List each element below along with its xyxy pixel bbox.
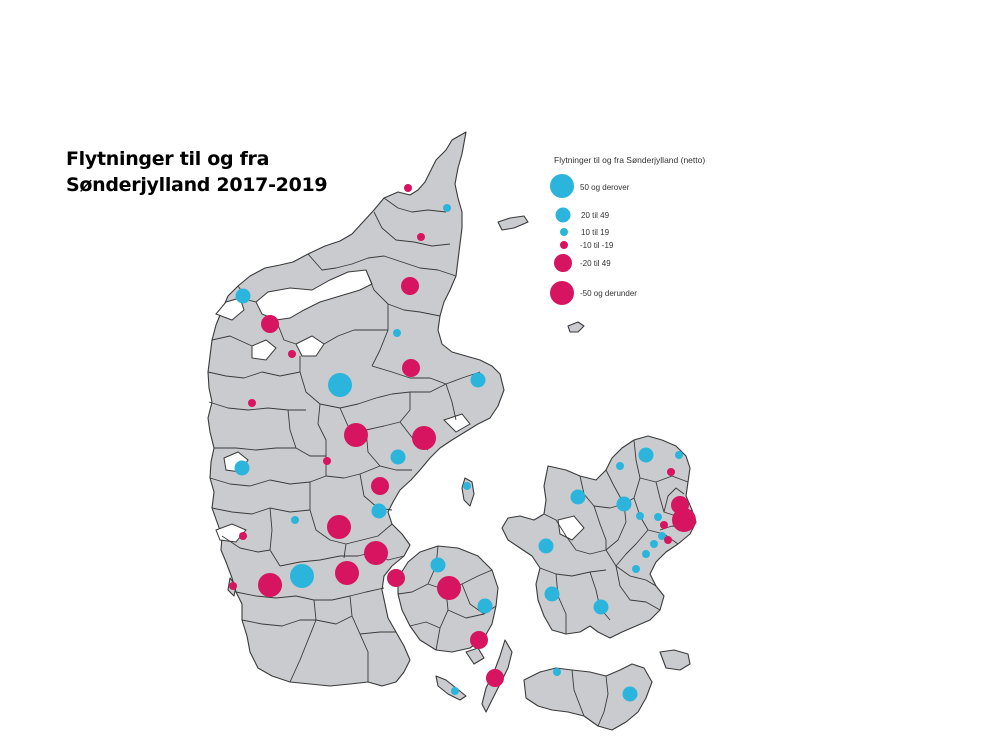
legend-items: 50 og derover 20 til 49 10 til 19 -10 til -… [550, 174, 637, 305]
marker-roskilde [616, 496, 632, 512]
marker-greve [642, 550, 650, 558]
marker-viborg [328, 373, 352, 397]
marker-fredericia [364, 541, 388, 565]
marker-odense [437, 576, 461, 600]
municipality-borders [207, 197, 693, 727]
mon-region [659, 649, 691, 671]
legend-label-pos-medium: 20 til 49 [581, 211, 610, 220]
lolland-falster-region [523, 663, 653, 731]
marker-odder [390, 449, 406, 465]
marker-høje-taastrup [654, 513, 662, 521]
marker-middelfart [387, 569, 405, 587]
marker-halsnæs [616, 462, 624, 470]
marker-ærø [451, 687, 459, 695]
marker-rudersdal [667, 468, 675, 476]
tasinge-region [465, 647, 485, 665]
marker-vordingborg [553, 668, 561, 676]
marker-thisted [235, 288, 251, 304]
legend-swatch-neg-large [550, 281, 574, 305]
map-title-line-1: Flytninger til og fra [66, 148, 270, 170]
anholt-region [567, 321, 585, 333]
legend-label-neg-large: -50 og derunder [580, 289, 637, 298]
marker-lolland [632, 565, 640, 573]
marker-odsherred [576, 493, 584, 501]
land-regions [207, 131, 697, 731]
marker-esbjerg [258, 573, 282, 597]
marker-sorø [544, 586, 560, 602]
marker-kolding [335, 561, 359, 585]
marker-kalundborg [538, 538, 554, 554]
marker-mariagerfjord [402, 359, 420, 377]
marker-ikast-brande [323, 457, 331, 465]
map-title: Flytninger til og fra Sønderjylland 2017… [66, 146, 328, 198]
legend-swatch-pos-medium [555, 207, 571, 223]
legend-label-neg-medium: -20 til 49 [580, 259, 611, 268]
marker-layer [229, 184, 696, 702]
marker-vejle [327, 515, 351, 539]
marker-langeland [486, 669, 504, 687]
marker-morsø [261, 315, 279, 333]
marker-københavn [672, 508, 696, 532]
laeso-region [497, 215, 529, 231]
legend-swatch-pos-large [550, 174, 574, 198]
marker-holstebro [248, 399, 256, 407]
marker-samsø [463, 482, 471, 490]
marker-norddjurs [470, 372, 486, 388]
marker-aalborg [401, 277, 419, 295]
marker-næstved [593, 599, 609, 615]
legend-swatch-pos-small [560, 228, 568, 236]
legend-label-neg-small: -10 til -19 [580, 241, 614, 250]
marker-helsingør [675, 451, 683, 459]
marker-frederikshavn [404, 184, 412, 192]
legend: Flytninger til og fra Sønderjylland (net… [550, 155, 705, 305]
map-title-line-2: Sønderjylland 2017-2019 [66, 174, 328, 196]
marker-skive [288, 350, 296, 358]
marker-læsø [443, 204, 451, 212]
marker-nordfyn [430, 557, 446, 573]
jutland-region [207, 131, 505, 687]
marker-fanø [229, 582, 237, 590]
marker-solrød [650, 540, 658, 548]
marker-silkeborg [344, 423, 368, 447]
marker-køge [658, 532, 666, 540]
marker-vejen [290, 564, 314, 588]
marker-billund [291, 516, 299, 524]
marker-hedensted [371, 503, 387, 519]
marker-frederiksberg [664, 536, 672, 544]
marker-hjørring [417, 233, 425, 241]
legend-label-pos-small: 10 til 19 [581, 228, 610, 237]
marker-herning [234, 460, 250, 476]
marker-svendborg [470, 631, 488, 649]
legend-label-pos-large: 50 og derover [580, 183, 630, 192]
marker-horsens [371, 477, 389, 495]
marker-dragør [660, 521, 668, 529]
legend-swatch-neg-small [560, 241, 568, 249]
marker-stevns [636, 512, 644, 520]
marker-guldborgsund [622, 686, 638, 702]
legend-title: Flytninger til og fra Sønderjylland (net… [554, 155, 705, 165]
marker-nyborg [477, 598, 493, 614]
marker-rebild [393, 329, 401, 337]
legend-swatch-neg-medium [554, 254, 572, 272]
marker-aarhus [412, 426, 436, 450]
marker-hillerød [638, 447, 654, 463]
marker-varde [239, 532, 247, 540]
aero-region [435, 675, 467, 701]
